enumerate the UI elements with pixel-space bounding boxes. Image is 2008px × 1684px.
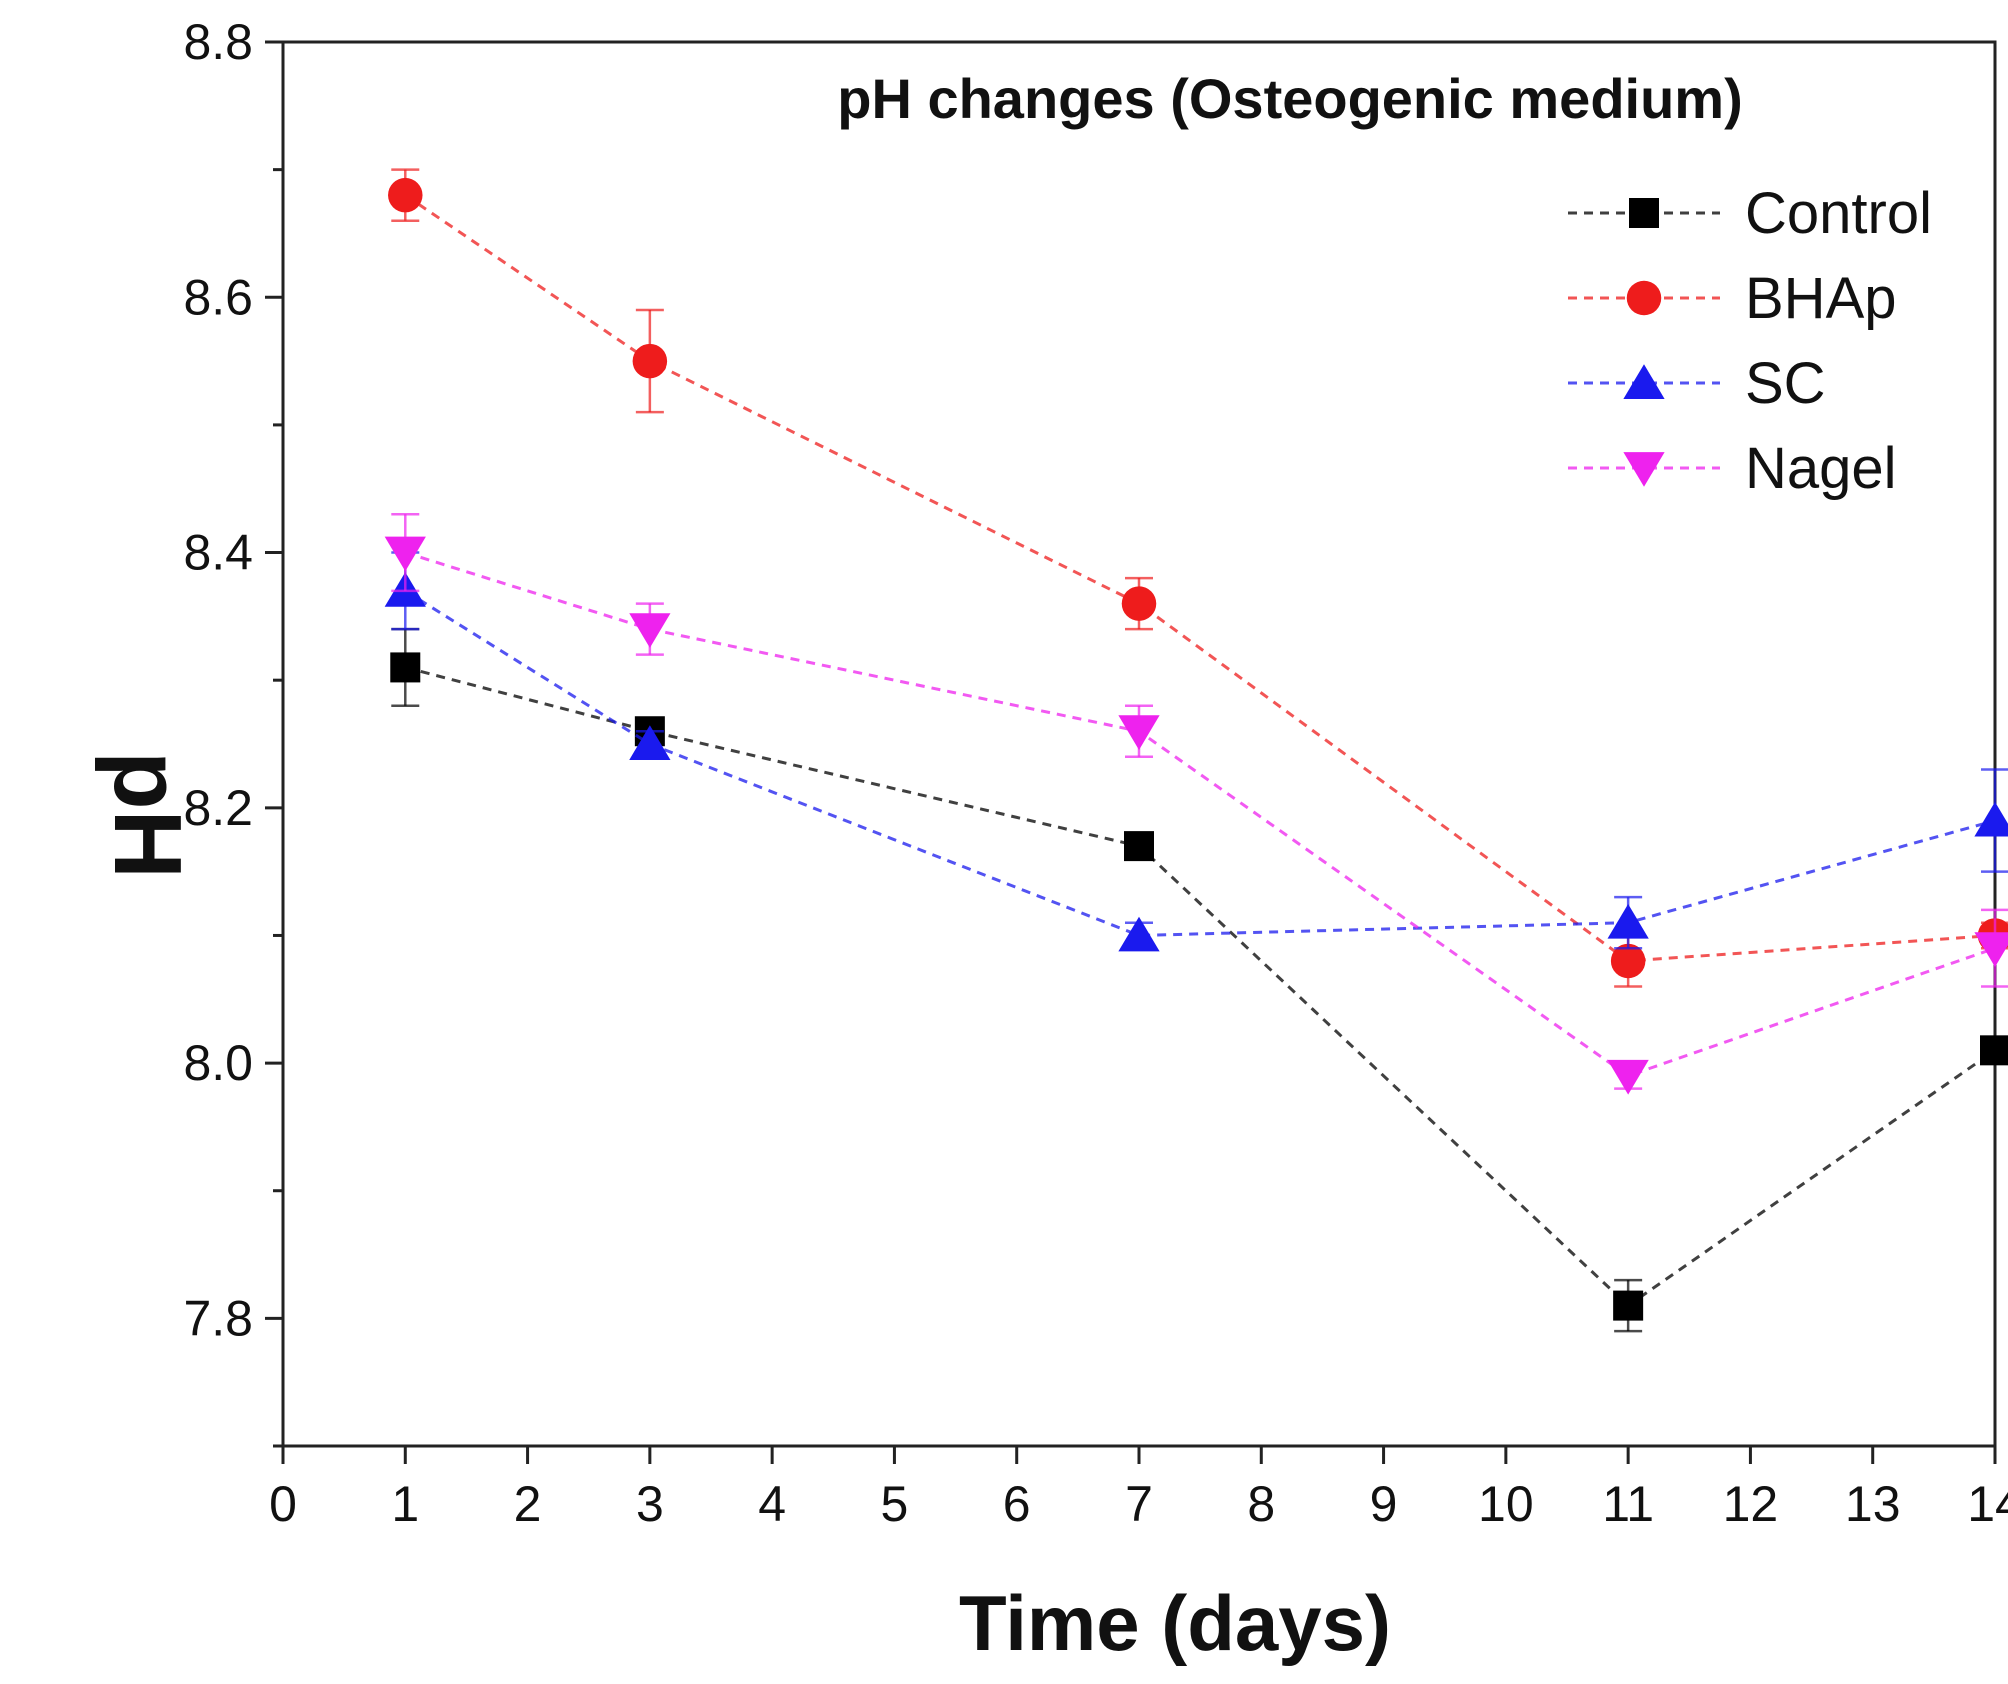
- legend-marker-sc: [1623, 364, 1665, 399]
- data-point-sc: [1607, 903, 1649, 939]
- y-tick-label: 8.6: [183, 269, 253, 325]
- x-tick-label: 4: [758, 1476, 786, 1532]
- legend-item-sc: SC: [1568, 351, 1826, 416]
- legend-item-nagel: Nagel: [1568, 436, 1897, 501]
- legend-label-control: Control: [1745, 181, 1932, 246]
- data-point-bhap: [1610, 943, 1646, 979]
- x-tick-label: 10: [1478, 1476, 1534, 1532]
- x-tick-label: 2: [514, 1476, 542, 1532]
- legend-label-sc: SC: [1745, 351, 1826, 416]
- series-bhap: [388, 168, 2008, 988]
- legend-marker-nagel: [1623, 452, 1665, 487]
- y-tick-label: 8.2: [183, 780, 253, 836]
- data-point-sc: [1974, 801, 2008, 837]
- data-point-bhap: [632, 343, 668, 379]
- x-tick-label: 5: [881, 1476, 909, 1532]
- x-tick-label: 3: [636, 1476, 664, 1532]
- y-tick-label: 8.4: [183, 525, 253, 581]
- data-point-nagel: [1607, 1059, 1649, 1095]
- x-axis-title: Time (days): [959, 1579, 1391, 1667]
- x-tick-label: 6: [1003, 1476, 1031, 1532]
- legend-marker-bhap: [1626, 280, 1662, 316]
- data-point-bhap: [388, 177, 423, 213]
- x-tick-label: 0: [269, 1476, 297, 1532]
- y-tick-label: 7.8: [183, 1290, 253, 1346]
- series-line-control: [404, 665, 1996, 1308]
- data-point-sc: [629, 725, 671, 760]
- series-control: [390, 627, 2008, 1333]
- data-point-nagel: [384, 536, 426, 572]
- data-point-control: [1613, 1290, 1644, 1321]
- x-tick-label: 11: [1602, 1476, 1654, 1532]
- y-tick-label: 8.0: [183, 1035, 253, 1091]
- data-point-nagel: [1974, 932, 2008, 967]
- data-point-sc: [1118, 916, 1160, 952]
- data-point-nagel: [629, 613, 671, 648]
- legend-item-bhap: BHAp: [1568, 266, 1897, 331]
- y-axis-title: pH: [94, 751, 201, 879]
- x-tick-label: 8: [1247, 1476, 1275, 1532]
- data-point-control: [390, 652, 421, 683]
- x-tick-label: 13: [1845, 1476, 1901, 1532]
- x-tick-label: 12: [1723, 1476, 1779, 1532]
- series-line-sc: [404, 589, 1996, 937]
- x-tick-label: 1: [391, 1476, 419, 1532]
- series-sc: [384, 551, 2008, 952]
- data-point-control: [1980, 1035, 2008, 1066]
- legend-marker-control: [1629, 198, 1659, 228]
- legend-label-bhap: BHAp: [1745, 266, 1897, 331]
- legend-label-nagel: Nagel: [1745, 436, 1897, 501]
- x-tick-label: 7: [1125, 1476, 1153, 1532]
- series-line-bhap: [404, 193, 1996, 963]
- chart-title: pH changes (Osteogenic medium): [837, 67, 1743, 130]
- data-point-bhap: [1121, 586, 1157, 621]
- x-tick-label: 9: [1370, 1476, 1398, 1532]
- data-point-control: [1124, 831, 1154, 862]
- series-nagel: [384, 513, 2008, 1095]
- data-point-nagel: [1118, 715, 1160, 750]
- x-tick-label: 14: [1967, 1476, 2008, 1532]
- legend-item-control: Control: [1568, 181, 1932, 246]
- y-tick-label: 8.8: [183, 14, 253, 70]
